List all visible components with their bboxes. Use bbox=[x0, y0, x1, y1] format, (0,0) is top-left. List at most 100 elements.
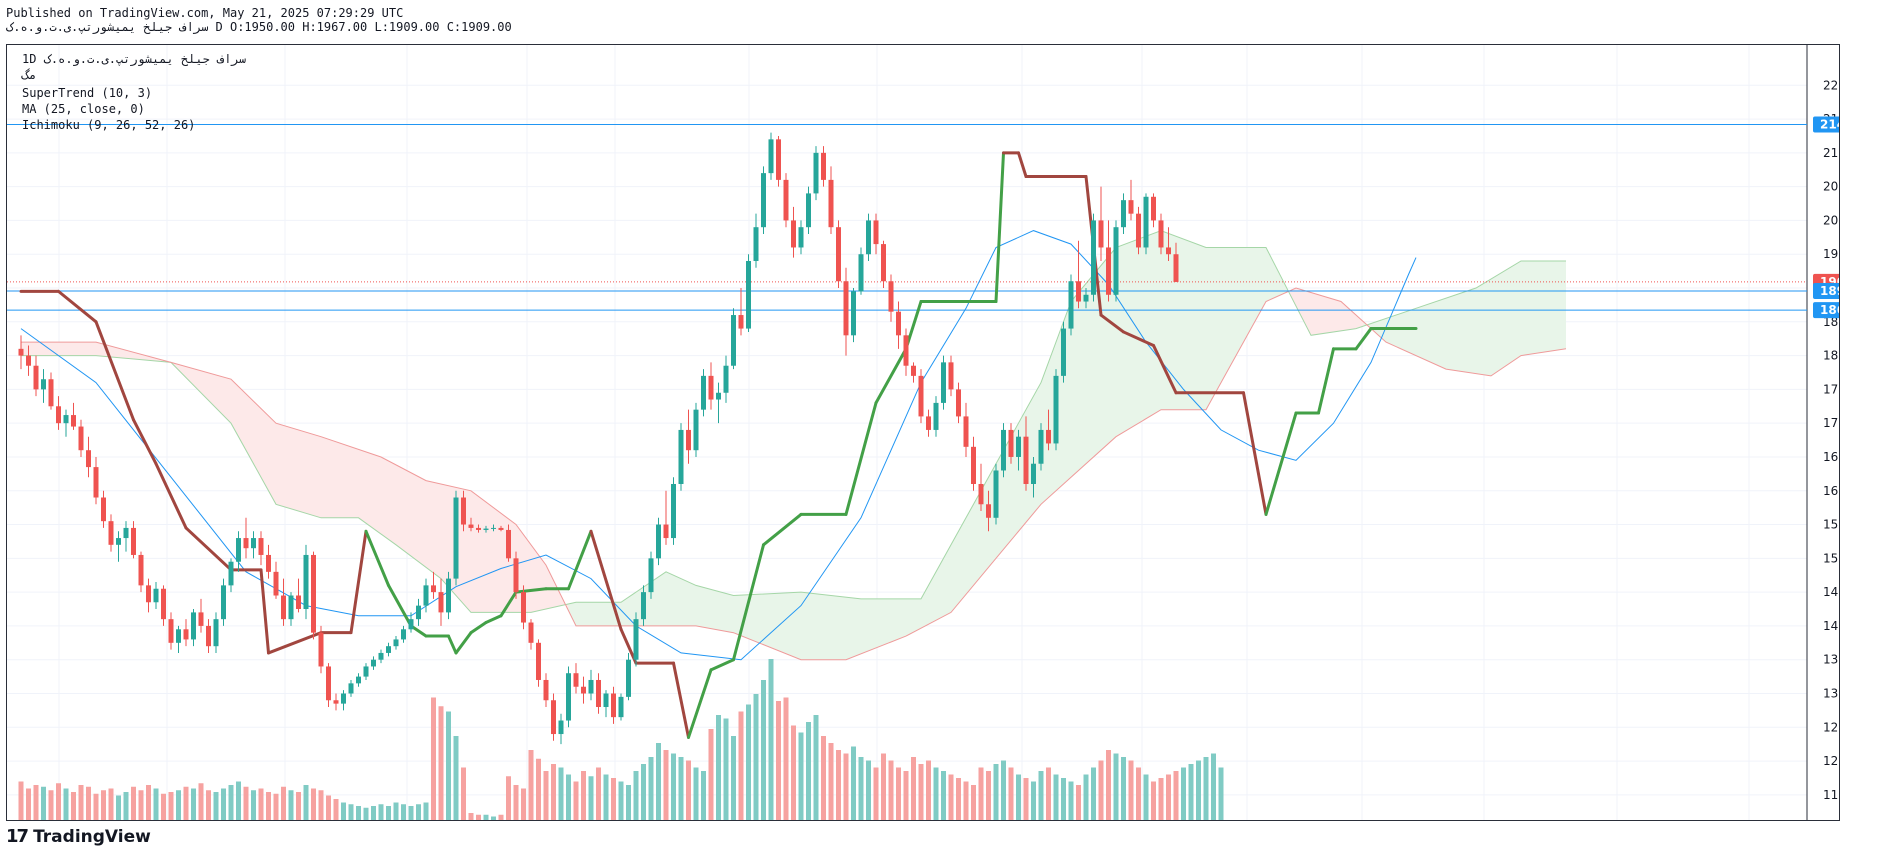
volume-bar bbox=[866, 760, 871, 820]
volume-bar bbox=[266, 792, 271, 820]
volume-bar bbox=[18, 781, 24, 820]
candle-body bbox=[431, 585, 436, 593]
ichimoku-cloud-segment bbox=[313, 434, 321, 518]
ichimoku-cloud-segment bbox=[748, 594, 756, 642]
candle-body bbox=[558, 720, 564, 735]
candle-body bbox=[768, 139, 774, 174]
supertrend-segment bbox=[687, 668, 713, 739]
volume-bar bbox=[686, 760, 691, 820]
volume-bar bbox=[768, 659, 774, 820]
tradingview-brand[interactable]: 17 TradingView bbox=[6, 826, 151, 847]
y-tick-label: 1300.00 bbox=[1823, 686, 1839, 700]
volume-bar bbox=[1091, 767, 1096, 820]
price-label: 1867.31 bbox=[1820, 303, 1839, 317]
candle-body bbox=[146, 585, 151, 603]
volume-bar bbox=[641, 764, 646, 820]
legend-supertrend[interactable]: SuperTrend (10, 3) bbox=[22, 86, 153, 100]
volume-bar bbox=[678, 757, 684, 820]
ichimoku-cloud-segment bbox=[1378, 318, 1386, 343]
volume-bar bbox=[1053, 774, 1059, 820]
supertrend-segment bbox=[1242, 391, 1268, 516]
candle-body bbox=[483, 528, 489, 530]
volume-bar bbox=[536, 758, 541, 820]
volume-bar bbox=[191, 788, 196, 820]
volume-bar bbox=[48, 790, 54, 820]
volume-bar bbox=[813, 715, 819, 820]
ichimoku-cloud-segment bbox=[606, 602, 614, 626]
volume-bar bbox=[378, 804, 384, 820]
candle-body bbox=[738, 315, 744, 329]
candle-body bbox=[753, 227, 759, 261]
volume-bar bbox=[731, 736, 736, 820]
ichimoku-cloud-segment bbox=[553, 580, 561, 608]
ichimoku-senkou-a bbox=[21, 230, 1566, 613]
y-tick-label: 1250.00 bbox=[1823, 720, 1839, 734]
volume-bar bbox=[183, 786, 189, 820]
ichimoku-cloud-segment bbox=[1356, 315, 1364, 329]
ichimoku-cloud-segment bbox=[598, 602, 606, 626]
supertrend-segment bbox=[154, 462, 188, 530]
volume-bar bbox=[843, 753, 849, 820]
ichimoku-cloud-segment bbox=[733, 595, 741, 636]
chart-frame[interactable]: 2200.002150.002100.002050.002000.001950.… bbox=[6, 44, 1840, 821]
volume-bar bbox=[468, 813, 474, 820]
ichimoku-cloud-segment bbox=[1146, 233, 1154, 419]
candle-body bbox=[86, 450, 91, 468]
legend-ichimoku[interactable]: Ichimoku (9, 26, 52, 26) bbox=[22, 118, 196, 132]
volume-bar bbox=[498, 814, 504, 820]
candle-body bbox=[198, 612, 204, 626]
ichimoku-cloud-segment bbox=[673, 575, 681, 626]
y-tick-label: 1850.00 bbox=[1823, 315, 1839, 329]
ichimoku-cloud-segment bbox=[1483, 279, 1491, 376]
candle-body bbox=[551, 700, 556, 735]
volume-bar bbox=[461, 767, 466, 820]
volume-bar bbox=[693, 767, 699, 820]
ichimoku-cloud-segment bbox=[1521, 260, 1529, 356]
candle-body bbox=[588, 679, 594, 694]
price-chart[interactable]: 2200.002150.002100.002050.002000.001950.… bbox=[7, 45, 1839, 820]
candle-body bbox=[1143, 196, 1149, 248]
legend-ma[interactable]: MA (25, close, 0) bbox=[22, 102, 145, 116]
candle-body bbox=[468, 524, 474, 528]
volume-bar bbox=[1128, 760, 1134, 820]
volume-bar bbox=[1211, 753, 1216, 820]
volume-bar bbox=[581, 771, 586, 820]
candle-body bbox=[641, 592, 646, 620]
legend-symbol[interactable]: 1D سراف جیلخ یمیشورتپ.ی.ت.و.ه.ک bbox=[22, 52, 246, 66]
volume-bar bbox=[348, 804, 354, 820]
ichimoku-cloud-segment bbox=[786, 592, 794, 657]
y-tick-label: 1650.00 bbox=[1823, 450, 1839, 464]
ichimoku-cloud-segment bbox=[51, 342, 59, 356]
volume-bar bbox=[941, 771, 946, 820]
ichimoku-cloud-segment bbox=[411, 472, 419, 562]
candle-body bbox=[318, 632, 324, 667]
ichimoku-cloud-segment bbox=[1228, 247, 1236, 370]
candle-body bbox=[1151, 196, 1156, 221]
candle-body bbox=[183, 629, 189, 640]
volume-bar bbox=[1121, 757, 1126, 820]
candle-body bbox=[843, 281, 849, 336]
candle-body bbox=[296, 595, 301, 610]
candle-body bbox=[986, 504, 991, 518]
ichimoku-cloud-segment bbox=[141, 354, 149, 361]
ichimoku-cloud-segment bbox=[223, 377, 231, 424]
volume-bar bbox=[1068, 781, 1074, 820]
volume-bar bbox=[1046, 767, 1051, 820]
candle-body bbox=[491, 527, 496, 529]
volume-bar bbox=[956, 778, 961, 820]
volume-bar bbox=[1113, 753, 1119, 820]
candle-body bbox=[881, 244, 886, 282]
volume-bar bbox=[828, 743, 834, 820]
volume-bar bbox=[978, 767, 984, 820]
candle-body bbox=[656, 524, 661, 559]
candle-body bbox=[273, 571, 279, 596]
candle-body bbox=[798, 227, 804, 248]
candle-body bbox=[1076, 281, 1081, 302]
candle-body bbox=[971, 446, 976, 484]
candle-body bbox=[513, 558, 519, 593]
volume-bar bbox=[911, 757, 916, 820]
ichimoku-cloud-segment bbox=[321, 436, 329, 518]
ichimoku-cloud-segment bbox=[1213, 247, 1221, 397]
candle-body bbox=[1031, 463, 1036, 484]
ichimoku-cloud-segment bbox=[1438, 298, 1446, 370]
